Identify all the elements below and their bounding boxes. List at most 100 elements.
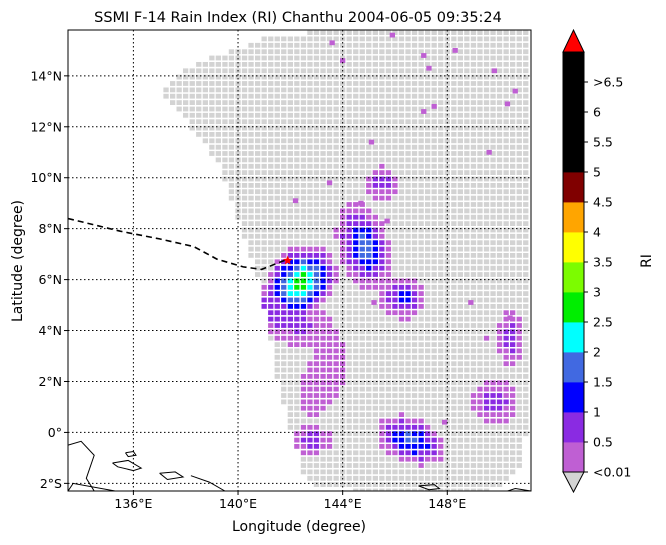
swath-pixel [438,189,444,195]
swath-pixel [385,62,392,67]
swath-pixel [346,475,352,481]
swath-pixel [477,272,483,277]
swath-pixel [464,310,470,316]
swath-pixel [418,463,424,468]
swath-pixel [451,151,457,156]
swath-pixel [523,399,529,405]
swath-pixel [405,450,411,456]
swath-pixel [470,354,477,360]
swath-pixel [405,62,411,67]
swath-pixel [490,157,496,163]
swath-pixel [464,342,470,347]
swath-pixel [294,189,300,195]
swath-pixel [438,259,444,265]
swath-pixel [268,189,274,195]
swath-pixel [313,259,320,265]
swath-pixel [385,170,392,175]
swath-pixel [313,310,320,316]
swath-pixel [300,151,307,156]
swath-pixel [385,144,392,150]
swath-pixel [183,81,189,86]
swath-pixel [307,284,313,290]
swath-pixel [366,323,372,328]
swath-pixel [438,284,444,290]
swath-pixel [287,157,293,163]
swath-pixel [411,74,418,80]
swath-pixel [523,348,529,354]
swath-pixel [346,227,352,233]
swath-pixel [425,246,431,252]
swath-pixel [503,87,509,93]
swath-pixel [359,431,365,437]
swath-pixel [418,399,424,405]
swath-pixel [346,469,352,475]
swath-pixel [503,119,509,125]
swath-pixel [431,62,437,67]
swath-pixel [372,189,378,195]
swath-pixel [483,240,490,246]
swath-pixel [300,106,307,112]
swath-pixel [496,36,503,42]
swath-pixel [326,202,333,207]
swath-pixel [366,81,372,86]
swath-pixel [438,335,444,341]
swath-pixel [496,81,503,86]
swath-pixel [523,138,529,144]
swath-pixel [268,87,274,93]
swath-pixel [457,405,463,411]
swath-pixel [490,342,496,347]
swath-pixel [359,405,365,411]
swath-pixel [490,323,496,328]
swath-pixel [496,482,503,487]
swath-pixel [470,265,477,271]
swath-pixel [359,297,365,303]
swath-pixel [313,221,320,226]
swath-pixel [379,100,385,105]
swath-pixel [307,278,313,284]
swath-pixel [359,354,365,360]
swath-pixel [300,55,307,61]
swath-pixel [464,195,470,201]
swath-pixel [438,138,444,144]
swath-pixel [470,221,477,226]
swath-pixel [346,81,352,86]
swath-pixel [457,125,463,131]
swath-pixel [398,221,405,226]
swath-pixel [359,163,365,169]
swath-pixel [287,233,293,239]
swath-pixel [222,87,228,93]
swath-pixel [281,100,287,105]
swath-pixel [444,259,450,265]
swath-pixel [379,81,385,86]
swath-pixel [320,348,326,354]
swath-pixel [372,374,378,379]
swath-pixel [411,112,418,118]
swath-pixel [307,214,313,220]
swath-pixel [405,323,411,328]
swath-pixel [392,183,398,188]
swath-pixel [385,138,392,144]
swath-pixel [411,68,418,74]
swath-pixel [353,431,359,437]
swath-pixel [372,412,378,417]
swath-pixel [333,304,339,309]
swath-pixel [425,393,431,398]
swath-pixel [268,272,274,277]
swath-pixel [241,151,248,156]
swath-pixel [346,100,352,105]
swath-pixel [438,151,444,156]
swath-pixel [457,335,463,341]
y-tick-label: 2°S [40,476,62,491]
swath-pixel [411,399,418,405]
swath-pixel [372,100,378,105]
swath-pixel [385,42,392,48]
swath-pixel [359,214,365,220]
swath-pixel [333,291,339,296]
swath-pixel [411,195,418,201]
swath-pixel [464,335,470,341]
swath-pixel [483,386,490,392]
swath-pixel [287,291,293,296]
swath-pixel [523,374,529,379]
swath-pixel [359,93,365,99]
swath-pixel [398,297,405,303]
